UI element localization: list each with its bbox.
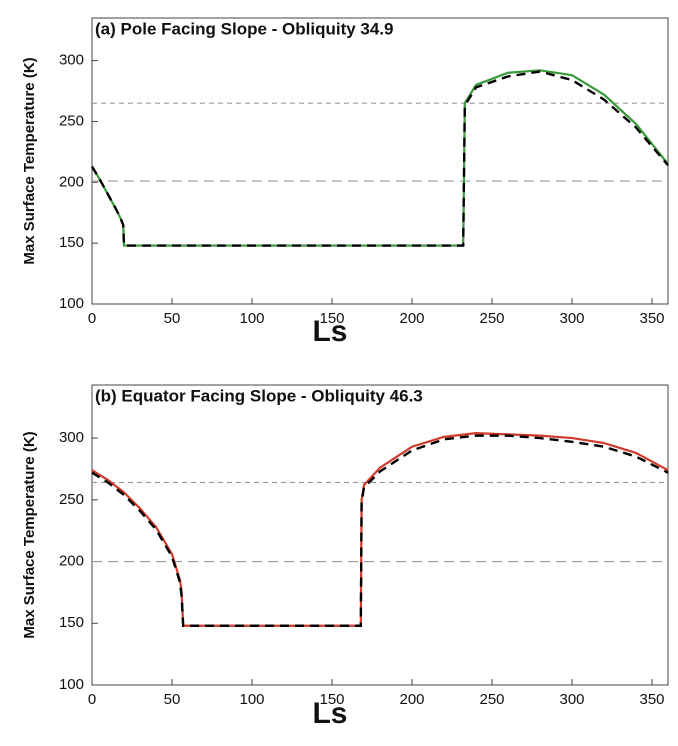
x-tick-label: 250 [479,310,504,327]
x-tick-label: 100 [239,691,264,708]
series-line [91,69,669,247]
y-axis-label: Max Surface Temperature (K) [21,431,38,638]
y-tick-label: 200 [59,553,84,570]
y-tick-label: 200 [59,173,84,190]
y-tick-label: 150 [59,234,84,251]
series-line [91,434,669,627]
x-tick-label: 50 [164,310,181,327]
x-tick-label: 150 [319,310,344,327]
x-tick-label: 0 [88,691,96,708]
x-tick-label: 100 [239,310,264,327]
x-tick-label: 350 [639,310,664,327]
x-tick-label: 150 [319,691,344,708]
x-axis-label: Ls [312,697,347,730]
x-tick-label: 250 [479,691,504,708]
x-tick-label: 300 [559,691,584,708]
y-tick-label: 100 [59,295,84,312]
chart-title: (a) Pole Facing Slope - Obliquity 34.9 [95,19,394,38]
chart-title: (b) Equator Facing Slope - Obliquity 46.… [95,386,423,405]
y-tick-label: 250 [59,491,84,508]
series-line [91,432,669,627]
y-axis-label: Max Surface Temperature (K) [21,57,38,264]
y-tick-label: 300 [59,52,84,69]
y-tick-label: 250 [59,112,84,129]
y-tick-label: 100 [59,676,84,693]
x-tick-label: 200 [399,691,424,708]
x-axis-label: Ls [312,315,347,348]
series-line [90,70,669,247]
plot-frame [91,17,669,305]
y-tick-label: 150 [59,614,84,631]
plot-frame [91,384,669,686]
x-tick-label: 350 [639,691,664,708]
x-tick-label: 300 [559,310,584,327]
x-tick-label: 0 [88,310,96,327]
x-tick-label: 50 [164,691,181,708]
y-tick-label: 300 [59,429,84,446]
x-tick-label: 200 [399,310,424,327]
